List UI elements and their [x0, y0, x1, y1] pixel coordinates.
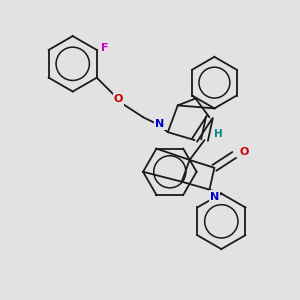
- Text: H: H: [214, 129, 223, 139]
- Text: O: O: [114, 94, 123, 104]
- Text: F: F: [101, 43, 108, 53]
- Text: O: O: [239, 147, 249, 157]
- Text: N: N: [155, 119, 164, 129]
- Text: N: N: [210, 192, 219, 202]
